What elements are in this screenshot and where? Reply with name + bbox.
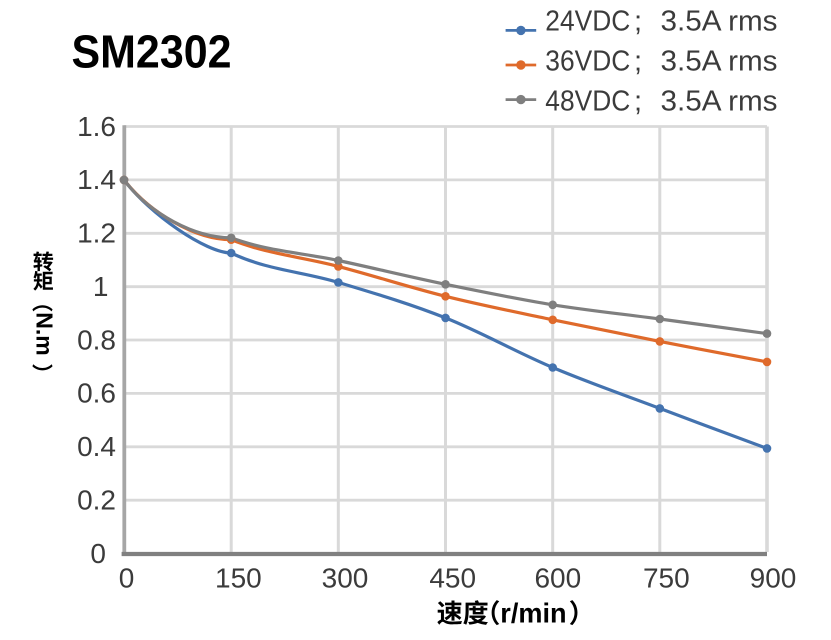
svg-text:3.5A rms: 3.5A rms bbox=[661, 46, 778, 78]
svg-text:0.6: 0.6 bbox=[77, 378, 116, 409]
svg-text:0: 0 bbox=[90, 538, 106, 569]
svg-text:r/min: r/min bbox=[500, 598, 566, 629]
svg-text:48VDC: 48VDC bbox=[545, 85, 630, 117]
svg-text:1.2: 1.2 bbox=[77, 218, 116, 249]
svg-text:900: 900 bbox=[750, 562, 797, 593]
svg-text:1: 1 bbox=[93, 271, 109, 302]
svg-text:0.8: 0.8 bbox=[77, 324, 116, 355]
svg-text:1.4: 1.4 bbox=[77, 164, 116, 195]
svg-text:1.6: 1.6 bbox=[77, 111, 116, 142]
svg-text:;: ; bbox=[634, 46, 642, 78]
svg-text:3.5A rms: 3.5A rms bbox=[661, 6, 778, 38]
svg-text:150: 150 bbox=[215, 562, 262, 593]
svg-text:N.m: N.m bbox=[31, 312, 57, 355]
svg-text:3.5A rms: 3.5A rms bbox=[661, 85, 778, 117]
svg-text:;: ; bbox=[634, 85, 642, 117]
svg-text:;: ; bbox=[634, 6, 642, 38]
svg-text:SM2302: SM2302 bbox=[72, 26, 232, 78]
svg-text:750: 750 bbox=[643, 562, 690, 593]
svg-text:36VDC: 36VDC bbox=[545, 46, 630, 78]
svg-text:450: 450 bbox=[429, 562, 476, 593]
svg-text:300: 300 bbox=[322, 562, 369, 593]
svg-text:600: 600 bbox=[534, 562, 581, 593]
svg-text:0.4: 0.4 bbox=[77, 431, 116, 462]
svg-text:24VDC: 24VDC bbox=[545, 6, 630, 38]
svg-text:0: 0 bbox=[119, 562, 135, 593]
svg-text:0.2: 0.2 bbox=[77, 485, 116, 516]
